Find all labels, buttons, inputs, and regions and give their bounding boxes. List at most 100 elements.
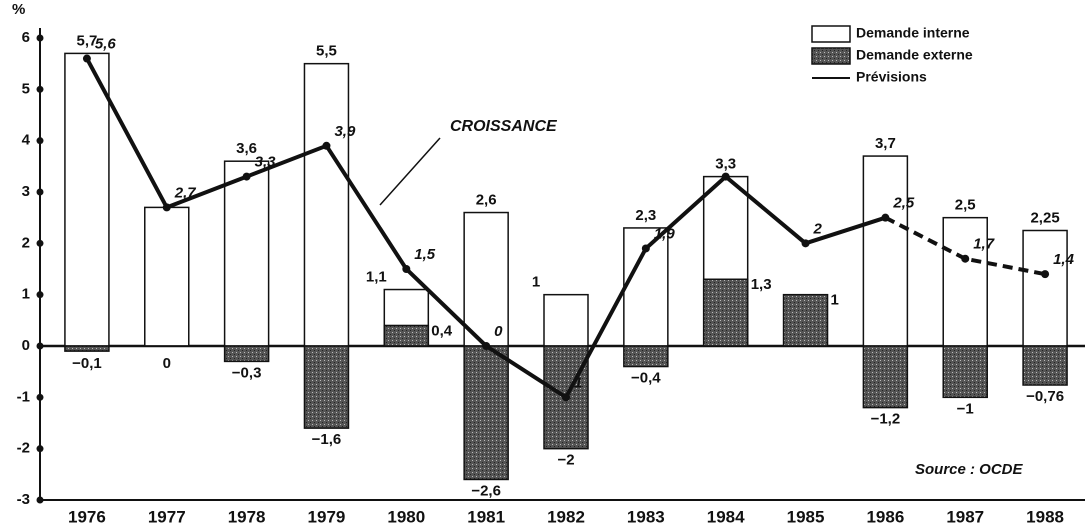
bar-label: 2,3: [635, 207, 656, 224]
y-tick-label: 3: [22, 183, 30, 200]
external-bar: [942, 345, 988, 399]
bar-label: 0: [163, 355, 171, 372]
x-tick-label: 1981: [467, 507, 505, 526]
y-tick: [36, 137, 44, 145]
y-tick: [36, 393, 44, 401]
growth-point: [322, 141, 331, 150]
bar-label: −0,76: [1026, 388, 1064, 405]
legend-label: Demande externe: [856, 47, 973, 63]
bar-label: −2,6: [471, 482, 501, 499]
growth-point: [961, 254, 970, 263]
growth-label: 1: [574, 374, 582, 391]
x-tick-label: 1987: [946, 507, 984, 526]
y-tick-label: -1: [17, 388, 30, 405]
x-tick-label: 1976: [68, 507, 106, 526]
x-tick-label: 1984: [707, 507, 745, 526]
y-tick: [36, 188, 44, 196]
bar-label: 3,3: [715, 156, 736, 173]
growth-point: [801, 239, 810, 248]
growth-label: 1,7: [973, 236, 995, 253]
growth-label: 2: [813, 220, 823, 237]
x-tick-label: 1986: [866, 507, 904, 526]
legend-label: Prévisions: [856, 69, 927, 85]
legend-swatch: [811, 25, 851, 43]
external-bar: [303, 345, 350, 429]
bar-label: −0,4: [631, 370, 661, 387]
external-bar: [623, 345, 669, 368]
bar-label: 1: [532, 274, 540, 291]
bar-label: 5,7: [76, 32, 97, 49]
external-bar: [782, 293, 829, 347]
external-bar: [223, 345, 270, 363]
bar-label: 3,6: [236, 140, 257, 157]
x-tick-label: 1988: [1026, 507, 1064, 526]
x-tick-label: 1985: [787, 507, 825, 526]
legend-swatch: [811, 47, 851, 65]
y-tick-label: 2: [22, 234, 30, 251]
growth-point: [881, 213, 890, 222]
y-tick: [36, 85, 44, 93]
bar-label: 2,25: [1030, 209, 1059, 226]
internal-bar: [862, 155, 909, 347]
growth-point: [641, 244, 650, 253]
bar-label: 1,3: [751, 276, 772, 293]
y-tick-label: -3: [17, 491, 30, 508]
internal-bar: [64, 52, 110, 347]
source: Source : OCDE: [915, 461, 1024, 478]
bar-label: −1,2: [871, 411, 901, 428]
bar-label: −1: [957, 400, 974, 417]
growth-point: [721, 172, 730, 181]
growth-label: 2,7: [174, 184, 197, 201]
growth-point: [1041, 270, 1050, 279]
growth-point: [482, 342, 491, 350]
growth-label: 1,9: [654, 225, 676, 242]
bar-label: −1,6: [312, 431, 342, 448]
legend-label: Demande interne: [856, 25, 970, 41]
growth-label: 3,9: [334, 123, 356, 140]
x-tick-label: 1978: [228, 507, 266, 526]
bar-label: 0,4: [431, 322, 453, 339]
growth-label: 3,3: [255, 154, 277, 171]
x-tick-label: 1979: [308, 507, 346, 526]
x-tick-label: 1980: [387, 507, 425, 526]
y-tick: [36, 34, 44, 42]
external-bar: [463, 345, 509, 481]
y-tick-label: 0: [22, 337, 30, 354]
x-tick-label: 1982: [547, 507, 585, 526]
growth-label: 5,6: [95, 36, 117, 53]
growth-point: [562, 393, 570, 402]
external-bar: [1022, 345, 1068, 386]
external-bar: [64, 345, 110, 352]
growth-point: [162, 203, 171, 212]
annotation: CROISSANCE: [450, 118, 558, 135]
growth-point: [242, 172, 251, 181]
growth-point: [402, 265, 411, 273]
y-tick: [36, 496, 44, 504]
internal-bar: [1022, 229, 1068, 347]
bar-label: −2: [557, 452, 574, 469]
y-tick-label: 1: [22, 286, 30, 303]
internal-bar: [303, 62, 350, 347]
annotation-pointer: [379, 137, 441, 206]
bar-label: 2,5: [955, 197, 976, 214]
x-tick-label: 1977: [148, 507, 186, 526]
growth-label: 2,5: [892, 195, 915, 212]
y-tick: [36, 445, 44, 453]
bar-label: 5,5: [316, 43, 337, 60]
external-bar: [702, 278, 749, 347]
growth-label: 1,4: [1053, 251, 1075, 268]
external-bar: [862, 345, 909, 409]
internal-bar: [223, 160, 270, 347]
bar-label: 1,1: [366, 269, 387, 286]
y-axis-label: %: [12, 1, 25, 18]
bar-label: −0,3: [232, 364, 262, 381]
bar-label: −0,1: [72, 355, 102, 372]
y-tick: [36, 239, 44, 247]
y-tick-label: 5: [22, 80, 30, 97]
y-tick-label: -2: [17, 440, 30, 457]
x-tick-label: 1983: [627, 507, 665, 526]
internal-bar: [543, 293, 589, 347]
growth-point: [82, 54, 91, 63]
internal-bar: [144, 206, 190, 347]
